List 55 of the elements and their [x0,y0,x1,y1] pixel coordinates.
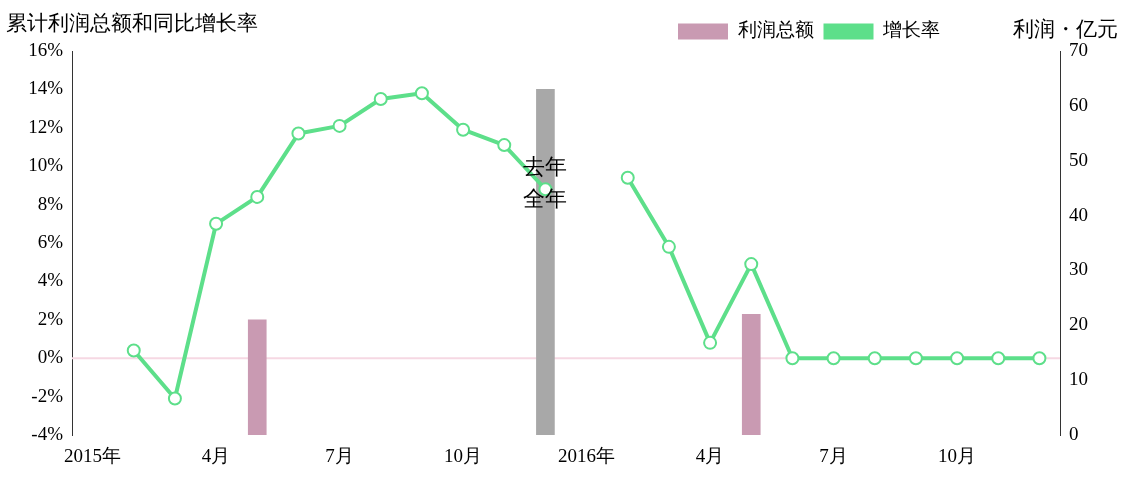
y-tick-label: -2% [31,384,64,406]
y2-tick-label: 30 [1069,258,1088,280]
y-tick-label: 12% [28,115,64,137]
point [167,391,182,406]
x-tick-label: 7月 [325,445,354,467]
y2-tick-label: 70 [1069,38,1088,60]
point [826,351,841,366]
point [373,92,388,106]
point [950,351,965,366]
x-tick-label: 4月 [201,445,231,467]
y2-tick-label: 0 [1069,422,1079,444]
point [497,138,512,153]
point [332,118,347,133]
y2-tick-label: 40 [1069,203,1088,225]
point [250,189,265,204]
y-tick-label: 8% [37,192,64,214]
y-tick-label: 6% [37,230,64,252]
y2-tick-label: 50 [1069,148,1088,170]
y2-tick-label: 10 [1069,368,1088,390]
point [291,126,306,141]
x-tick-label: 2016年 [558,445,616,467]
y-tick-label: 2% [37,307,64,329]
point [620,170,635,185]
y-tick-label: 16% [28,38,64,60]
y-tick-label: 4% [37,269,64,291]
point [867,351,882,366]
y-tick-label: 0% [37,346,64,368]
x-tick-label: 4月 [695,445,725,467]
legend-label: 利润总额 [737,19,814,41]
y2-tick-label: 20 [1069,313,1088,335]
x-tick-label: 10月 [938,445,977,467]
point [661,239,676,254]
y-tick-label: 14% [28,77,64,99]
point [785,351,800,366]
y2-axis-title: 利润・亿元 [1013,16,1118,41]
annotation: 去年全年 [523,153,568,211]
point [908,351,923,366]
x-tick-label: 10月 [444,445,483,467]
bar [741,313,761,435]
point [1032,351,1047,366]
x-tick-label: 7月 [819,445,848,467]
point [703,335,718,350]
y2-tick-label: 60 [1069,93,1088,115]
point [126,343,141,358]
y-tick-label: -4% [31,422,64,444]
y-tick-label: 10% [28,154,64,176]
point [456,122,471,137]
point [991,351,1006,366]
point [414,86,429,101]
legend-label: 增长率 [882,19,940,41]
point [744,257,759,272]
bar [247,319,267,435]
point [209,216,224,231]
x-tick-label: 2015年 [64,445,122,467]
chart-title: 累计利润总额和同比增长率 [6,10,258,35]
